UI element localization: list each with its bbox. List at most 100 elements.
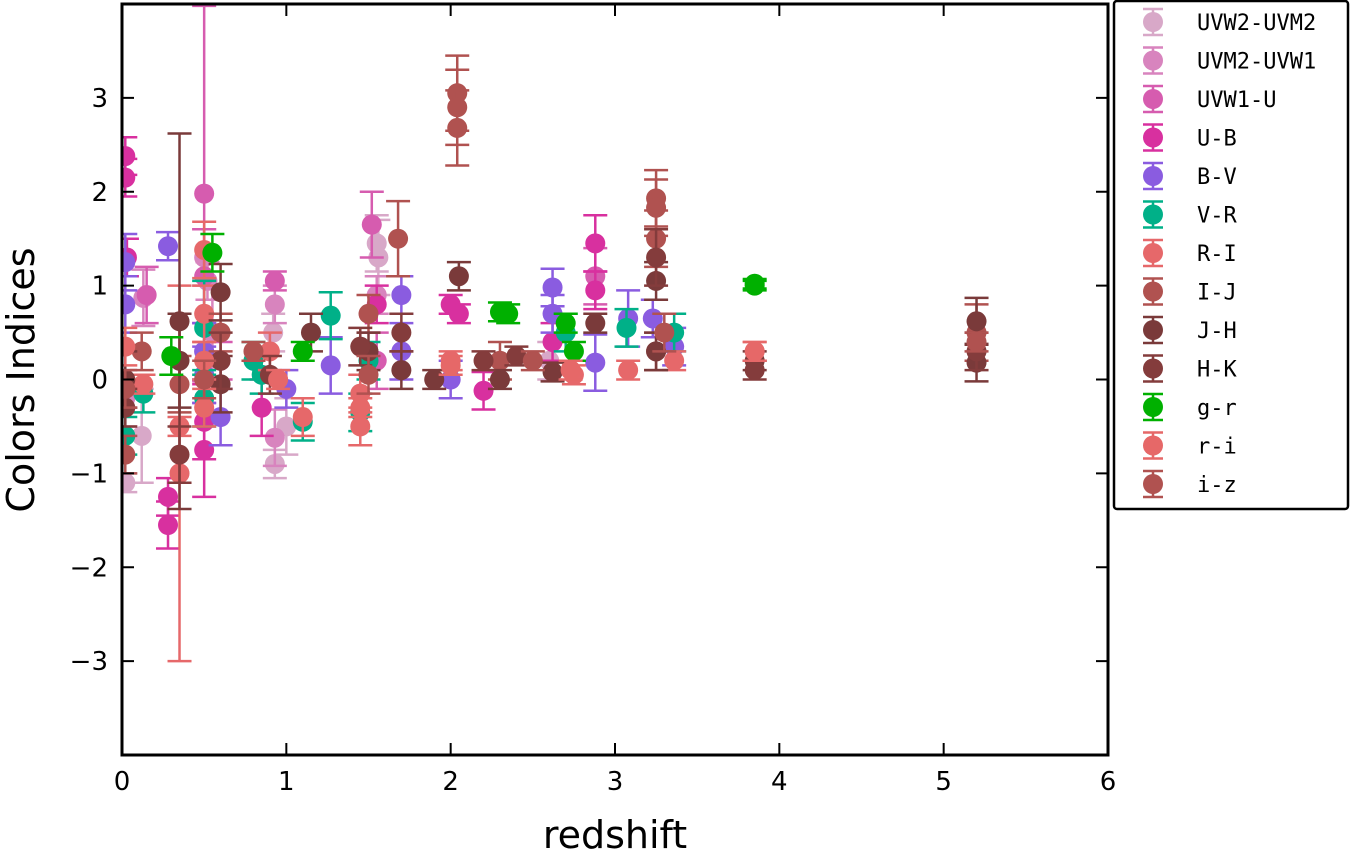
legend-frame <box>1112 0 1350 511</box>
data-point <box>744 341 765 362</box>
legend-label: U-B <box>1197 127 1237 152</box>
y-tick-label: −1 <box>70 459 108 489</box>
data-point <box>560 360 581 381</box>
legend-marker <box>1143 281 1163 302</box>
legend-label: R-I <box>1197 242 1237 267</box>
legend-marker <box>1143 12 1163 32</box>
data-point <box>542 361 563 382</box>
x-tick-label: 0 <box>114 767 131 797</box>
data-point <box>358 364 379 385</box>
y-tick-label: 1 <box>91 272 108 302</box>
data-point <box>122 252 136 273</box>
data-point <box>264 294 285 315</box>
y-tick-label: −3 <box>70 647 108 677</box>
legend-item: i-z <box>1143 469 1237 499</box>
x-tick-label: 6 <box>1100 767 1117 797</box>
data-point <box>161 346 182 367</box>
data-point <box>158 236 179 257</box>
data-point <box>350 416 371 437</box>
data-point <box>585 233 606 254</box>
legend-marker <box>1143 358 1163 379</box>
data-point <box>350 336 371 357</box>
legend: UVW2-UVM2 UVM2-UVW1 UVW1-U U-B B-V V-R R-I I-J J… <box>1112 0 1350 511</box>
data-point <box>300 322 321 343</box>
data-point <box>424 369 445 390</box>
legend-label: g-r <box>1197 396 1237 421</box>
x-tick-label: 4 <box>771 767 788 797</box>
data-point <box>243 341 264 362</box>
data-point <box>210 350 231 371</box>
data-point <box>194 183 215 204</box>
data-point <box>498 303 519 324</box>
x-axis-label: redshift <box>543 813 687 852</box>
data-point <box>440 355 461 376</box>
data-point <box>563 341 584 362</box>
x-tick-label: 1 <box>278 767 295 797</box>
data-point <box>489 369 510 390</box>
data-point <box>136 285 157 306</box>
data-point <box>122 167 136 188</box>
legend-marker <box>1143 320 1163 340</box>
data-point <box>210 282 231 303</box>
y-tick-label: 0 <box>91 366 108 396</box>
legend-item: UVM2-UVW1 <box>1143 46 1316 75</box>
data-point <box>664 350 685 371</box>
plot-marks <box>122 4 989 663</box>
data-point <box>122 294 136 315</box>
legend-item: g-r <box>1143 392 1237 422</box>
legend-label: B-V <box>1197 165 1237 190</box>
data-point <box>447 117 468 138</box>
data-point <box>194 369 215 390</box>
data-point <box>131 341 152 362</box>
series-g-r <box>159 232 767 377</box>
data-point <box>522 350 543 371</box>
data-point <box>616 317 637 338</box>
legend-marker <box>1143 474 1163 494</box>
y-tick-label: 3 <box>91 84 108 114</box>
data-point <box>448 303 469 324</box>
legend-item: U-B <box>1143 123 1237 152</box>
legend-label: r-i <box>1197 435 1237 460</box>
legend-item: H-K <box>1143 354 1237 383</box>
data-point <box>194 303 215 324</box>
data-point <box>391 285 412 306</box>
data-point <box>202 242 223 263</box>
data-point <box>966 311 987 332</box>
data-point <box>251 397 272 418</box>
data-point <box>646 197 667 218</box>
x-tick-label: 2 <box>442 767 459 797</box>
data-point <box>388 228 409 249</box>
legend-label: H-K <box>1197 358 1237 383</box>
data-point <box>320 355 341 376</box>
legend-marker <box>1143 89 1163 109</box>
data-point <box>542 277 563 298</box>
legend-item: R-I <box>1143 238 1237 268</box>
data-point <box>122 472 136 493</box>
legend-item: UVW1-U <box>1143 84 1276 114</box>
data-point <box>448 266 469 287</box>
x-tick-label: 3 <box>607 767 624 797</box>
data-point <box>361 214 382 235</box>
legend-item: V-R <box>1143 200 1237 229</box>
data-point <box>194 397 215 418</box>
data-point <box>618 360 639 381</box>
legend-item: I-J <box>1143 277 1237 306</box>
axis-ticks: 0 1 2 3 4 5 6 3 2 1 0 −1 −2 −3 <box>70 4 1117 797</box>
data-point <box>133 374 154 395</box>
data-point <box>292 341 313 362</box>
legend-label: I-J <box>1197 281 1237 306</box>
y-tick-label: −2 <box>70 553 108 583</box>
y-tick-label: 2 <box>91 178 108 208</box>
data-point <box>122 444 136 465</box>
data-point <box>654 322 675 343</box>
data-point <box>268 369 289 390</box>
y-axis-label: Colors Indices <box>0 247 43 512</box>
series-I-J <box>122 54 989 475</box>
legend-marker <box>1143 50 1163 71</box>
data-point <box>391 360 412 381</box>
legend-label: UVW2-UVM2 <box>1197 11 1316 36</box>
data-point <box>350 397 371 418</box>
data-point <box>744 360 765 381</box>
legend-marker <box>1143 243 1163 263</box>
data-point <box>646 247 667 268</box>
